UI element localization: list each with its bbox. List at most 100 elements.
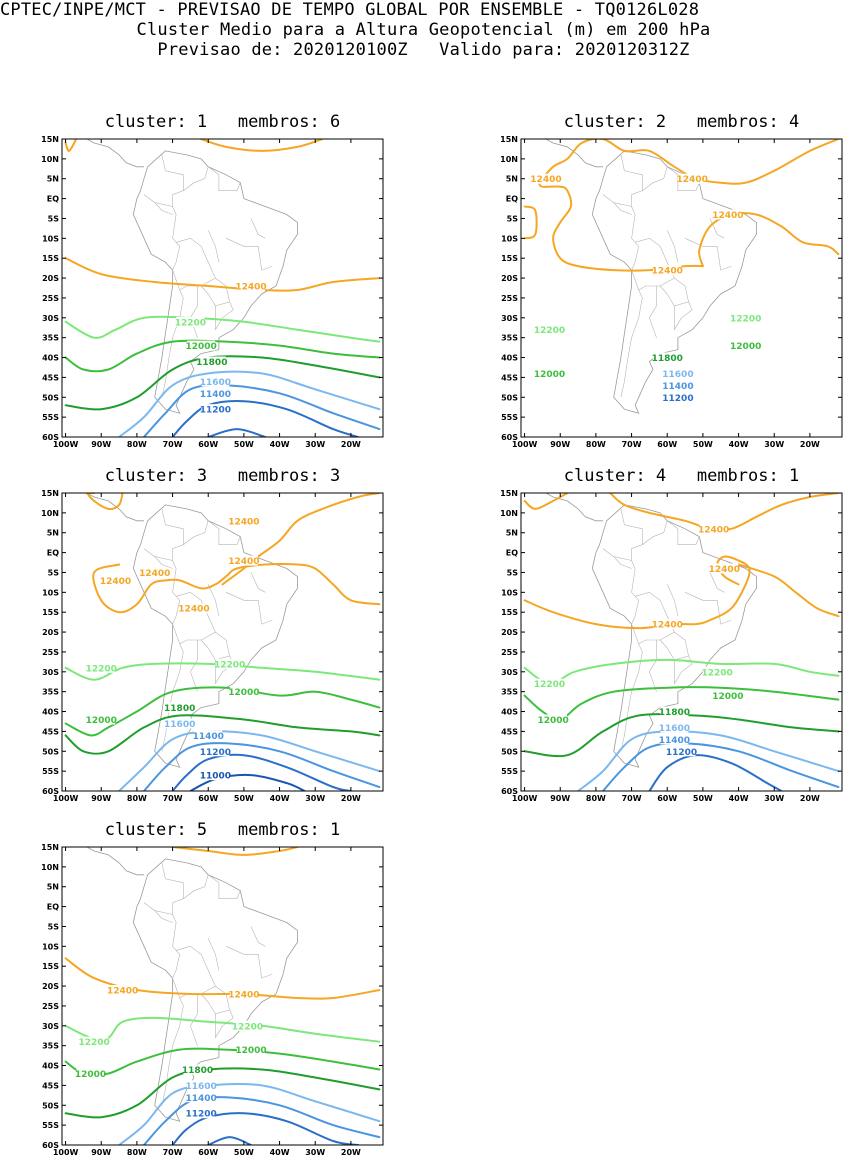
contour-label-bg bbox=[539, 714, 568, 725]
lon-tick-label: 50W bbox=[234, 794, 254, 803]
country-border bbox=[183, 520, 209, 545]
contour-label-bg bbox=[194, 730, 223, 741]
lat-tick-label: 10S bbox=[501, 588, 518, 597]
contour-12400 bbox=[64, 139, 78, 152]
contour-11200 bbox=[171, 400, 359, 437]
lat-tick-label: 40S bbox=[42, 354, 59, 363]
country-border bbox=[161, 154, 184, 207]
lon-tick-label: 20W bbox=[341, 440, 361, 449]
contour-label-bg bbox=[215, 658, 244, 669]
country-border bbox=[225, 592, 273, 625]
header-line-1: CPTEC/INPE/MCT - PREVISAO DE TEMPO GLOBA… bbox=[0, 0, 700, 20]
contour-11400 bbox=[143, 742, 381, 791]
lat-tick-label: 60S bbox=[501, 433, 518, 442]
country-border bbox=[250, 572, 266, 593]
country-border bbox=[602, 194, 632, 215]
contour-12400 bbox=[64, 257, 381, 292]
contour-label: 11600 bbox=[200, 378, 231, 388]
panel-title: cluster: 2 membros: 4 bbox=[563, 112, 800, 132]
lat-tick-label: 60S bbox=[42, 1141, 59, 1150]
lon-tick-label: 90W bbox=[550, 440, 570, 449]
coastline-central-america bbox=[524, 493, 603, 522]
country-border bbox=[176, 237, 216, 291]
lat-tick-label: 50S bbox=[42, 393, 59, 402]
contour-label-bg bbox=[237, 1044, 266, 1055]
country-border bbox=[635, 591, 675, 645]
contour-label: 12000 bbox=[235, 1046, 266, 1056]
contour-12400 bbox=[523, 555, 751, 630]
map-frame bbox=[61, 138, 384, 438]
contour-12200 bbox=[64, 1016, 381, 1043]
contour-label: 11800 bbox=[196, 358, 227, 368]
contour-label: 12400 bbox=[228, 991, 259, 1001]
contour-12400 bbox=[737, 563, 840, 618]
contour-label-bg bbox=[183, 1064, 212, 1075]
contour-label: 12400 bbox=[698, 525, 729, 535]
contour-label-bg bbox=[535, 678, 564, 689]
contour-11600 bbox=[118, 370, 381, 437]
country-border bbox=[200, 631, 230, 661]
contour-12400 bbox=[523, 493, 569, 510]
country-border bbox=[667, 166, 700, 191]
contour-label: 11200 bbox=[200, 406, 231, 416]
contour-label: 12400 bbox=[709, 565, 740, 575]
lon-tick-label: 30W bbox=[764, 440, 784, 449]
lon-tick-label: 30W bbox=[305, 1148, 325, 1157]
map-svg: 12400 12400 12400 12400 12200 12200 12000 12000… bbox=[500, 135, 843, 449]
country-border bbox=[674, 301, 693, 330]
lat-tick-label: 30S bbox=[501, 314, 518, 323]
country-border bbox=[161, 977, 184, 1106]
contour-label: 12200 bbox=[702, 668, 733, 678]
map-svg: 12400 12400 12400 12400 12400 12200 12200 12000… bbox=[41, 489, 384, 803]
map-panel: 12400 12400 12400 12200 12200 12000 12000 11800… bbox=[487, 487, 847, 811]
contour-label-bg bbox=[667, 746, 696, 757]
contour-label-bg bbox=[653, 352, 682, 363]
contour-label: 12000 bbox=[534, 370, 565, 380]
contour-label-bg bbox=[87, 662, 116, 673]
contour-label-bg bbox=[653, 265, 682, 276]
contour-label: 11600 bbox=[659, 724, 690, 734]
contour-label-bg bbox=[87, 714, 116, 725]
contour-label-bg bbox=[179, 603, 208, 614]
contour-label: 11400 bbox=[185, 1094, 216, 1104]
contour-label-bg bbox=[187, 1108, 216, 1119]
contour-11800 bbox=[64, 714, 381, 755]
lat-tick-label: EQ bbox=[47, 903, 59, 912]
country-border bbox=[200, 985, 230, 1015]
contour-label-bg bbox=[660, 734, 689, 745]
contour-label: 11200 bbox=[666, 748, 697, 758]
contour-label-bg bbox=[201, 770, 230, 781]
contour-label-bg bbox=[229, 989, 258, 1000]
country-border bbox=[143, 548, 173, 569]
lon-tick-label: 50W bbox=[234, 440, 254, 449]
lat-tick-label: 10S bbox=[42, 234, 59, 243]
lon-tick-label: 60W bbox=[657, 440, 677, 449]
lon-tick-label: 20W bbox=[800, 440, 820, 449]
lat-tick-label: 40S bbox=[42, 1062, 59, 1071]
contour-label: 12000 bbox=[228, 688, 259, 698]
contour-label: 12400 bbox=[235, 283, 266, 293]
lat-tick-label: 15N bbox=[500, 489, 518, 498]
map-panel: 12400 12400 12200 12200 12000 12000 11800 11600… bbox=[28, 841, 389, 1165]
contour-12400 bbox=[171, 847, 299, 856]
contour-label-bg bbox=[197, 356, 226, 367]
lat-tick-label: 30S bbox=[501, 668, 518, 677]
contour-label: 12200 bbox=[232, 1022, 263, 1032]
lat-tick-label: 30S bbox=[42, 314, 59, 323]
lon-tick-label: 70W bbox=[163, 794, 183, 803]
lat-tick-label: 5S bbox=[48, 214, 60, 223]
lat-tick-label: 10N bbox=[41, 863, 59, 872]
contour-label-bg bbox=[663, 392, 692, 403]
lat-tick-label: 30S bbox=[42, 1022, 59, 1031]
lon-tick-label: 80W bbox=[127, 440, 147, 449]
contour-11200 bbox=[171, 753, 352, 791]
contour-label-bg bbox=[165, 702, 194, 713]
contour-12400 bbox=[523, 205, 538, 240]
lon-tick-label: 70W bbox=[622, 440, 642, 449]
lon-tick-label: 100W bbox=[512, 440, 538, 449]
country-border bbox=[666, 230, 679, 263]
contour-label-bg bbox=[699, 523, 728, 534]
lat-tick-label: 45S bbox=[501, 373, 518, 382]
contour-label: 11200 bbox=[185, 1110, 216, 1120]
contour-12000 bbox=[64, 339, 381, 373]
